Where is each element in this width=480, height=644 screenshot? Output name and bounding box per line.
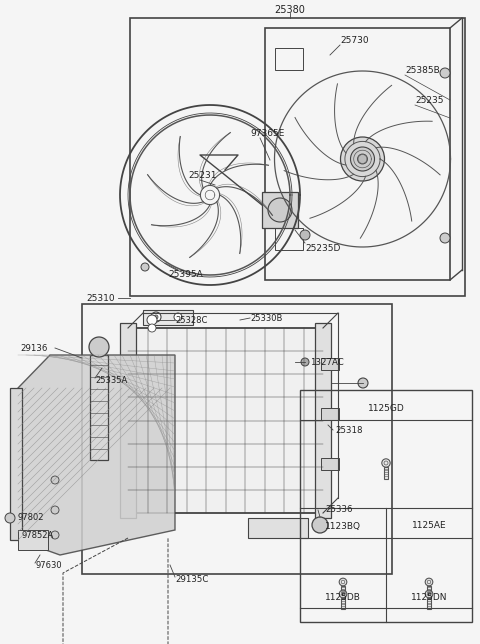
Bar bbox=[315, 323, 331, 518]
Circle shape bbox=[358, 154, 368, 164]
Circle shape bbox=[89, 337, 109, 357]
Text: 1125GD: 1125GD bbox=[368, 404, 404, 413]
Bar bbox=[275, 228, 303, 250]
Circle shape bbox=[141, 263, 149, 271]
Text: 97802: 97802 bbox=[18, 513, 45, 522]
Bar bbox=[130, 18, 465, 296]
Text: 25730: 25730 bbox=[340, 35, 369, 44]
Text: 1123BQ: 1123BQ bbox=[325, 522, 361, 531]
Circle shape bbox=[425, 590, 433, 598]
Circle shape bbox=[300, 230, 310, 240]
Bar bbox=[427, 598, 431, 609]
Text: 25395A: 25395A bbox=[168, 269, 203, 278]
Text: 97852A: 97852A bbox=[22, 531, 54, 540]
Text: 25310: 25310 bbox=[86, 294, 115, 303]
Bar bbox=[82, 304, 392, 574]
Text: 1327AC: 1327AC bbox=[310, 357, 344, 366]
Bar bbox=[384, 467, 388, 479]
Bar bbox=[10, 388, 22, 540]
Circle shape bbox=[254, 524, 262, 532]
Bar bbox=[143, 310, 193, 325]
Text: 25235: 25235 bbox=[415, 95, 444, 104]
Bar bbox=[321, 358, 339, 370]
Bar bbox=[90, 355, 108, 460]
Bar bbox=[262, 192, 298, 228]
Circle shape bbox=[312, 517, 328, 533]
Bar bbox=[275, 48, 303, 70]
Text: 25330B: 25330B bbox=[250, 314, 282, 323]
Bar bbox=[248, 518, 308, 538]
Bar bbox=[120, 323, 136, 518]
Circle shape bbox=[51, 476, 59, 484]
Circle shape bbox=[250, 520, 266, 536]
Circle shape bbox=[425, 578, 433, 586]
Circle shape bbox=[151, 312, 161, 322]
Bar bbox=[341, 598, 345, 609]
Circle shape bbox=[5, 513, 15, 523]
Circle shape bbox=[51, 506, 59, 514]
Text: 25318: 25318 bbox=[335, 426, 362, 435]
Text: 25335A: 25335A bbox=[95, 375, 127, 384]
Bar bbox=[18, 530, 48, 550]
Text: 1125DN: 1125DN bbox=[411, 592, 447, 601]
Bar bbox=[427, 586, 431, 597]
Text: 29136: 29136 bbox=[20, 343, 48, 352]
Bar bbox=[265, 28, 450, 280]
Text: 97630: 97630 bbox=[35, 560, 61, 569]
Text: 97365E: 97365E bbox=[250, 129, 284, 138]
Circle shape bbox=[350, 147, 374, 171]
Text: 1125AE: 1125AE bbox=[412, 522, 446, 531]
Circle shape bbox=[51, 531, 59, 539]
Text: 29135C: 29135C bbox=[175, 576, 208, 585]
Circle shape bbox=[440, 233, 450, 243]
Text: 25336: 25336 bbox=[325, 506, 352, 515]
Circle shape bbox=[358, 378, 368, 388]
Circle shape bbox=[440, 68, 450, 78]
Text: 25385B: 25385B bbox=[405, 66, 440, 75]
Text: 1125DB: 1125DB bbox=[325, 592, 361, 601]
Polygon shape bbox=[18, 355, 175, 555]
Circle shape bbox=[301, 358, 309, 366]
Circle shape bbox=[339, 590, 347, 598]
Circle shape bbox=[147, 315, 157, 325]
Bar bbox=[128, 328, 323, 513]
Text: 25380: 25380 bbox=[275, 5, 305, 15]
Circle shape bbox=[268, 198, 292, 222]
Bar bbox=[321, 408, 339, 420]
Text: 25231: 25231 bbox=[188, 171, 216, 180]
Bar bbox=[341, 586, 345, 597]
Text: 25328C: 25328C bbox=[175, 316, 207, 325]
Circle shape bbox=[148, 324, 156, 332]
Text: 25235D: 25235D bbox=[305, 243, 340, 252]
Circle shape bbox=[174, 313, 182, 321]
Bar bbox=[300, 390, 472, 622]
Circle shape bbox=[339, 578, 347, 586]
Circle shape bbox=[154, 315, 158, 319]
Circle shape bbox=[382, 459, 390, 467]
Bar bbox=[321, 458, 339, 470]
Circle shape bbox=[340, 137, 384, 181]
